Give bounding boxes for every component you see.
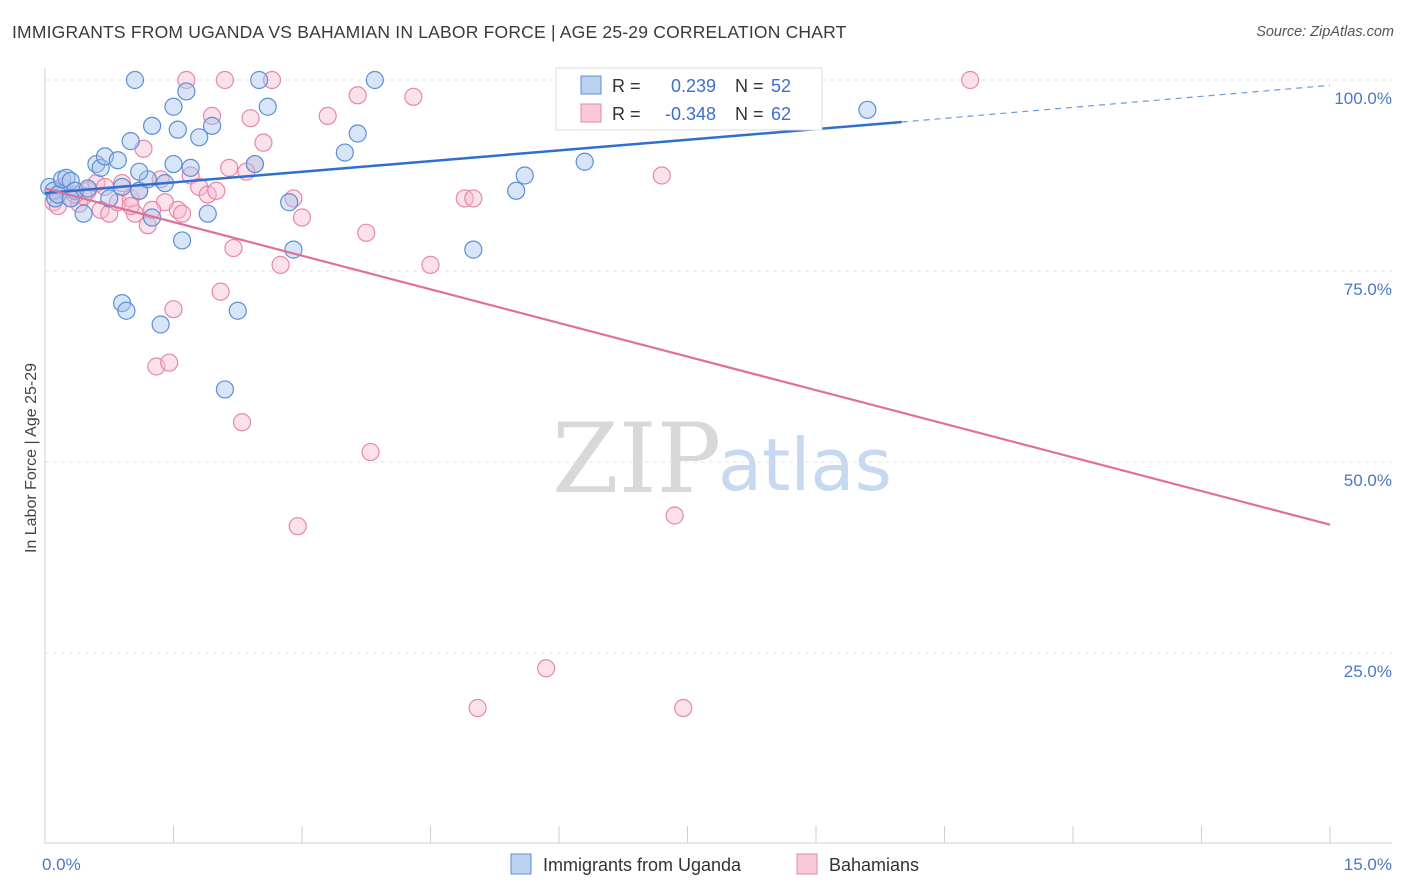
trend-line-uganda-extension: [901, 84, 1331, 123]
data-point: [190, 128, 209, 147]
data-point: [228, 301, 247, 320]
data-point: [575, 152, 594, 171]
data-point: [198, 204, 217, 223]
series-legend: Immigrants from Uganda Bahamians: [510, 853, 919, 875]
bottom-legend-swatch-uganda: [510, 853, 532, 875]
data-point: [164, 300, 183, 319]
legend-swatch-uganda: [580, 75, 602, 95]
data-point: [220, 158, 239, 177]
data-point: [357, 223, 376, 242]
data-point: [108, 151, 127, 170]
legend-n-label-0: N =: [735, 76, 764, 96]
data-point: [421, 255, 440, 274]
data-point: [468, 698, 487, 718]
legend-r-value-1: -0.348: [665, 104, 716, 124]
data-point: [160, 353, 179, 372]
y-tick-labels: 100.0% 75.0% 50.0% 25.0%: [1334, 89, 1392, 681]
bottom-legend-label-uganda: Immigrants from Uganda: [543, 855, 742, 875]
trend-line-bahamians: [44, 187, 1331, 526]
y-tick-label: 25.0%: [1344, 662, 1392, 681]
y-tick-label: 100.0%: [1334, 89, 1392, 108]
legend-r-label-0: R =: [612, 76, 641, 96]
legend-r-label-1: R =: [612, 104, 641, 124]
legend-r-value-0: 0.239: [671, 76, 716, 96]
data-point: [215, 380, 234, 399]
data-point: [254, 133, 273, 152]
data-point: [142, 200, 162, 219]
legend-n-value-1: 62: [771, 104, 791, 124]
data-point: [404, 87, 423, 106]
data-point: [164, 154, 183, 174]
data-point: [117, 301, 136, 320]
data-point: [215, 70, 234, 90]
data-point: [181, 158, 200, 177]
data-point: [250, 70, 269, 90]
data-point: [168, 120, 187, 139]
legend-n-label-1: N =: [735, 104, 764, 124]
x-tick-label: 0.0%: [42, 855, 81, 874]
legend-n-value-0: 52: [771, 76, 791, 96]
data-point: [100, 189, 119, 208]
data-point: [464, 189, 483, 208]
data-point: [207, 181, 226, 200]
data-point: [665, 506, 684, 525]
watermark-zip: ZIP: [552, 403, 721, 515]
data-point: [288, 517, 307, 536]
axes: [44, 68, 1392, 844]
data-point: [164, 97, 183, 116]
data-point: [241, 109, 260, 128]
data-point: [262, 70, 282, 90]
data-point: [130, 162, 149, 181]
watermark-atlas: atlas: [718, 423, 892, 507]
y-tick-label: 50.0%: [1344, 471, 1392, 490]
data-point: [292, 208, 312, 227]
data-point: [224, 238, 243, 258]
trend-line-uganda: [44, 120, 902, 195]
data-point: [211, 282, 230, 301]
data-point: [318, 106, 337, 126]
legend-swatch-bahamians: [580, 103, 602, 123]
data-point: [858, 100, 877, 119]
data-point: [177, 82, 196, 101]
data-point: [280, 193, 299, 212]
data-point: [674, 698, 693, 718]
chart-source: Source: ZipAtlas.com: [1256, 24, 1394, 40]
correlation-legend: R = 0.239 N = 52 R = -0.348 N = 62: [555, 67, 823, 131]
data-point: [335, 143, 354, 162]
data-point: [245, 154, 264, 174]
data-point: [232, 413, 252, 432]
data-point: [258, 97, 277, 116]
data-point: [348, 124, 367, 143]
data-point: [961, 70, 980, 90]
data-point: [142, 116, 162, 135]
data-point: [151, 315, 170, 334]
bottom-legend-swatch-bahamians: [796, 853, 818, 875]
data-point: [361, 442, 380, 462]
y-tick-label: 75.0%: [1344, 280, 1392, 299]
data-point: [202, 106, 222, 126]
data-point: [121, 132, 140, 151]
data-point: [202, 116, 222, 135]
chart-title: IMMIGRANTS FROM UGANDA VS BAHAMIAN IN LA…: [12, 22, 847, 42]
data-point: [348, 86, 367, 105]
data-point: [74, 204, 93, 223]
data-point: [652, 166, 671, 185]
data-point: [125, 70, 145, 90]
data-point: [507, 181, 526, 200]
data-point: [198, 185, 217, 204]
data-point: [464, 240, 483, 259]
x-tick-label: 15.0%: [1344, 855, 1392, 874]
data-point: [515, 166, 534, 185]
trend-lines: [44, 84, 1331, 526]
x-tick-labels: 0.0% 15.0%: [42, 855, 1392, 874]
data-point: [172, 231, 192, 250]
data-point: [172, 204, 192, 223]
data-point: [271, 255, 290, 274]
data-point: [91, 158, 110, 177]
data-point: [365, 70, 384, 90]
y-axis-label: In Labor Force | Age 25-29: [23, 363, 40, 553]
bottom-legend-label-bahamians: Bahamians: [829, 855, 919, 875]
data-point: [537, 659, 556, 678]
